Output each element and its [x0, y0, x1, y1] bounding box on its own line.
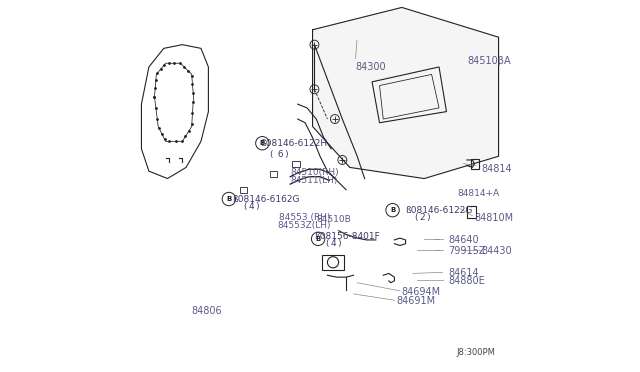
Text: 84510βA: 84510βA	[467, 57, 511, 66]
Text: 84880E: 84880E	[449, 276, 485, 286]
Text: 84300: 84300	[355, 62, 386, 72]
Text: ( 4 ): ( 4 )	[244, 202, 259, 211]
Text: ß08146-6122H: ß08146-6122H	[260, 139, 328, 148]
Text: 84810M: 84810M	[474, 213, 513, 222]
Text: 84614: 84614	[449, 269, 479, 278]
Text: 84806: 84806	[191, 306, 222, 315]
Text: B: B	[260, 140, 265, 146]
Text: (  6 ): ( 6 )	[270, 150, 289, 159]
Text: 84814: 84814	[482, 164, 513, 174]
Bar	[292, 161, 300, 167]
Text: 84510B: 84510B	[316, 215, 351, 224]
Text: 79915Z: 79915Z	[449, 246, 486, 256]
Bar	[467, 206, 476, 218]
Text: 84430: 84430	[482, 246, 513, 256]
Text: B: B	[226, 196, 232, 202]
Text: ( 4 ): ( 4 )	[326, 239, 341, 248]
Polygon shape	[312, 7, 499, 179]
Text: ß08146-6122G: ß08146-6122G	[406, 206, 473, 215]
Text: J8:300PM: J8:300PM	[456, 348, 495, 357]
Text: ß08156-8401F: ß08156-8401F	[314, 232, 380, 241]
Bar	[470, 159, 479, 169]
Bar	[322, 255, 344, 270]
Text: 84553 (RH): 84553 (RH)	[279, 213, 331, 222]
Text: 84511(LH): 84511(LH)	[291, 176, 338, 185]
Text: 84691M: 84691M	[396, 296, 435, 306]
Text: 84640: 84640	[449, 235, 479, 245]
Text: B: B	[390, 207, 395, 213]
Text: B: B	[316, 236, 321, 242]
Text: ß08146-6162G: ß08146-6162G	[232, 195, 300, 203]
Bar	[270, 171, 277, 177]
Text: 84814+A: 84814+A	[458, 189, 500, 198]
Bar	[240, 187, 248, 193]
Text: 84553Z(LH): 84553Z(LH)	[277, 221, 331, 230]
Text: ( 2 ): ( 2 )	[415, 213, 431, 222]
Text: 84510(RH): 84510(RH)	[291, 169, 339, 177]
Text: 84694M: 84694M	[402, 287, 441, 297]
